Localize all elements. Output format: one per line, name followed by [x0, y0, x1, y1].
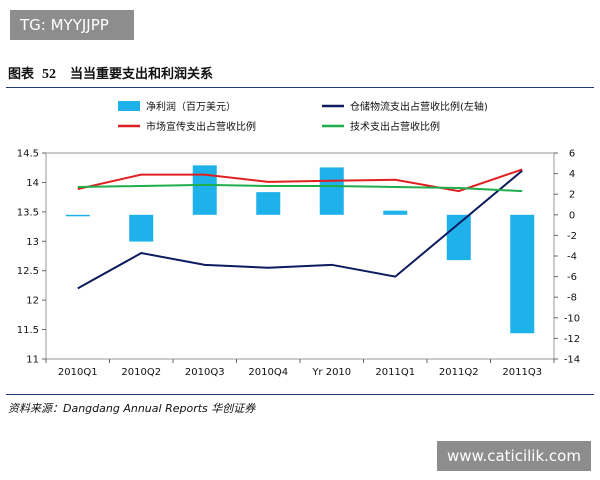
right-axis-tick-label: 0 — [569, 210, 575, 221]
bar-net-profit — [446, 214, 471, 261]
left-axis-tick-label: 11.5 — [17, 325, 39, 336]
left-axis-tick-label: 14.5 — [17, 149, 39, 160]
legend-net-profit-label: 净利润（百万美元） — [146, 100, 236, 113]
bottom-rule — [6, 394, 594, 395]
right-axis-tick-label: -12 — [564, 334, 580, 345]
right-axis-tick-label: 6 — [569, 149, 575, 160]
line-warehouse-logistics — [77, 169, 523, 290]
plot-area: 11 11.5 12 12.5 13 13.5 14 14.5 -14 -12 -10 -8 -6 -4 -… — [17, 149, 580, 379]
watermark-top: TG: MYYJJPP — [10, 10, 134, 40]
bar-net-profit — [319, 167, 344, 215]
line-technology — [77, 183, 523, 193]
x-axis-tick-label: 2010Q2 — [121, 367, 161, 378]
watermark-bottom: www.caticilik.com — [437, 441, 591, 471]
right-axis-tick-label: -8 — [567, 293, 577, 304]
bar-net-profit — [192, 165, 217, 215]
top-rule — [6, 87, 594, 88]
right-axis-tick-label: 2 — [569, 190, 575, 201]
x-axis-tick-label: 2010Q3 — [185, 367, 225, 378]
figure-label: 图表 — [8, 67, 35, 82]
right-axis-tick-label: -6 — [567, 272, 577, 283]
legend-net-profit-swatch — [118, 101, 140, 111]
legend-marketing-label: 市场宣传支出占营收比例 — [146, 120, 256, 133]
figure-number: 52 — [42, 67, 57, 82]
figure-title: 图表 52 当当重要支出和利润关系 — [8, 63, 213, 83]
right-axis-tick-label: -14 — [564, 355, 580, 366]
left-axis-tick-label: 11 — [26, 355, 39, 366]
x-axis-tick-label: 2010Q1 — [58, 367, 98, 378]
left-axis-tick-label: 14 — [26, 178, 39, 189]
combo-chart: 净利润（百万美元） 仓储物流支出占营收比例(左轴) 市场宣传支出占营收比例 技术支出占… — [17, 100, 580, 379]
left-axis-tick-label: 13.5 — [17, 207, 39, 218]
bar-net-profit — [383, 210, 408, 215]
bar-net-profit — [256, 192, 281, 215]
source-note: 资料来源：Dangdang Annual Reports 华创证券 — [8, 402, 256, 415]
legend-warehouse-label: 仓储物流支出占营收比例(左轴) — [350, 100, 488, 113]
line-marketing — [77, 168, 523, 193]
left-axis-tick-label: 13 — [26, 237, 39, 248]
right-axis-tick-label: 4 — [569, 169, 575, 180]
x-axis-tick-label: 2011Q2 — [439, 367, 479, 378]
chart-legend: 净利润（百万美元） 仓储物流支出占营收比例(左轴) 市场宣传支出占营收比例 技术支出占… — [118, 100, 488, 133]
x-axis-tick-label: Yr 2010 — [311, 367, 351, 378]
x-axis-tick-label: 2010Q4 — [248, 367, 288, 378]
figure-title-text: 当当重要支出和利润关系 — [70, 67, 214, 82]
bar-net-profit — [129, 214, 154, 242]
bar-net-profit — [510, 214, 535, 334]
x-axis-tick-label: 2011Q3 — [502, 367, 542, 378]
legend-tech-label: 技术支出占营收比例 — [350, 120, 440, 133]
right-axis-tick-label: -2 — [567, 231, 577, 242]
right-axis-tick-label: -10 — [564, 313, 580, 324]
bar-net-profit — [65, 214, 90, 217]
left-axis-tick-label: 12.5 — [17, 266, 39, 277]
x-axis-tick-label: 2011Q1 — [375, 367, 415, 378]
right-axis-tick-label: -4 — [567, 252, 577, 263]
left-axis-tick-label: 12 — [26, 296, 39, 307]
